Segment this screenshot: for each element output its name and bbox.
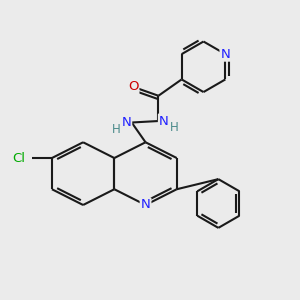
Text: Cl: Cl: [13, 152, 26, 164]
Text: N: N: [220, 48, 230, 61]
Text: N: N: [122, 116, 131, 129]
Text: N: N: [159, 115, 169, 128]
Text: H: H: [112, 122, 121, 136]
Text: H: H: [169, 121, 178, 134]
Text: N: N: [141, 199, 150, 212]
Text: O: O: [128, 80, 138, 93]
